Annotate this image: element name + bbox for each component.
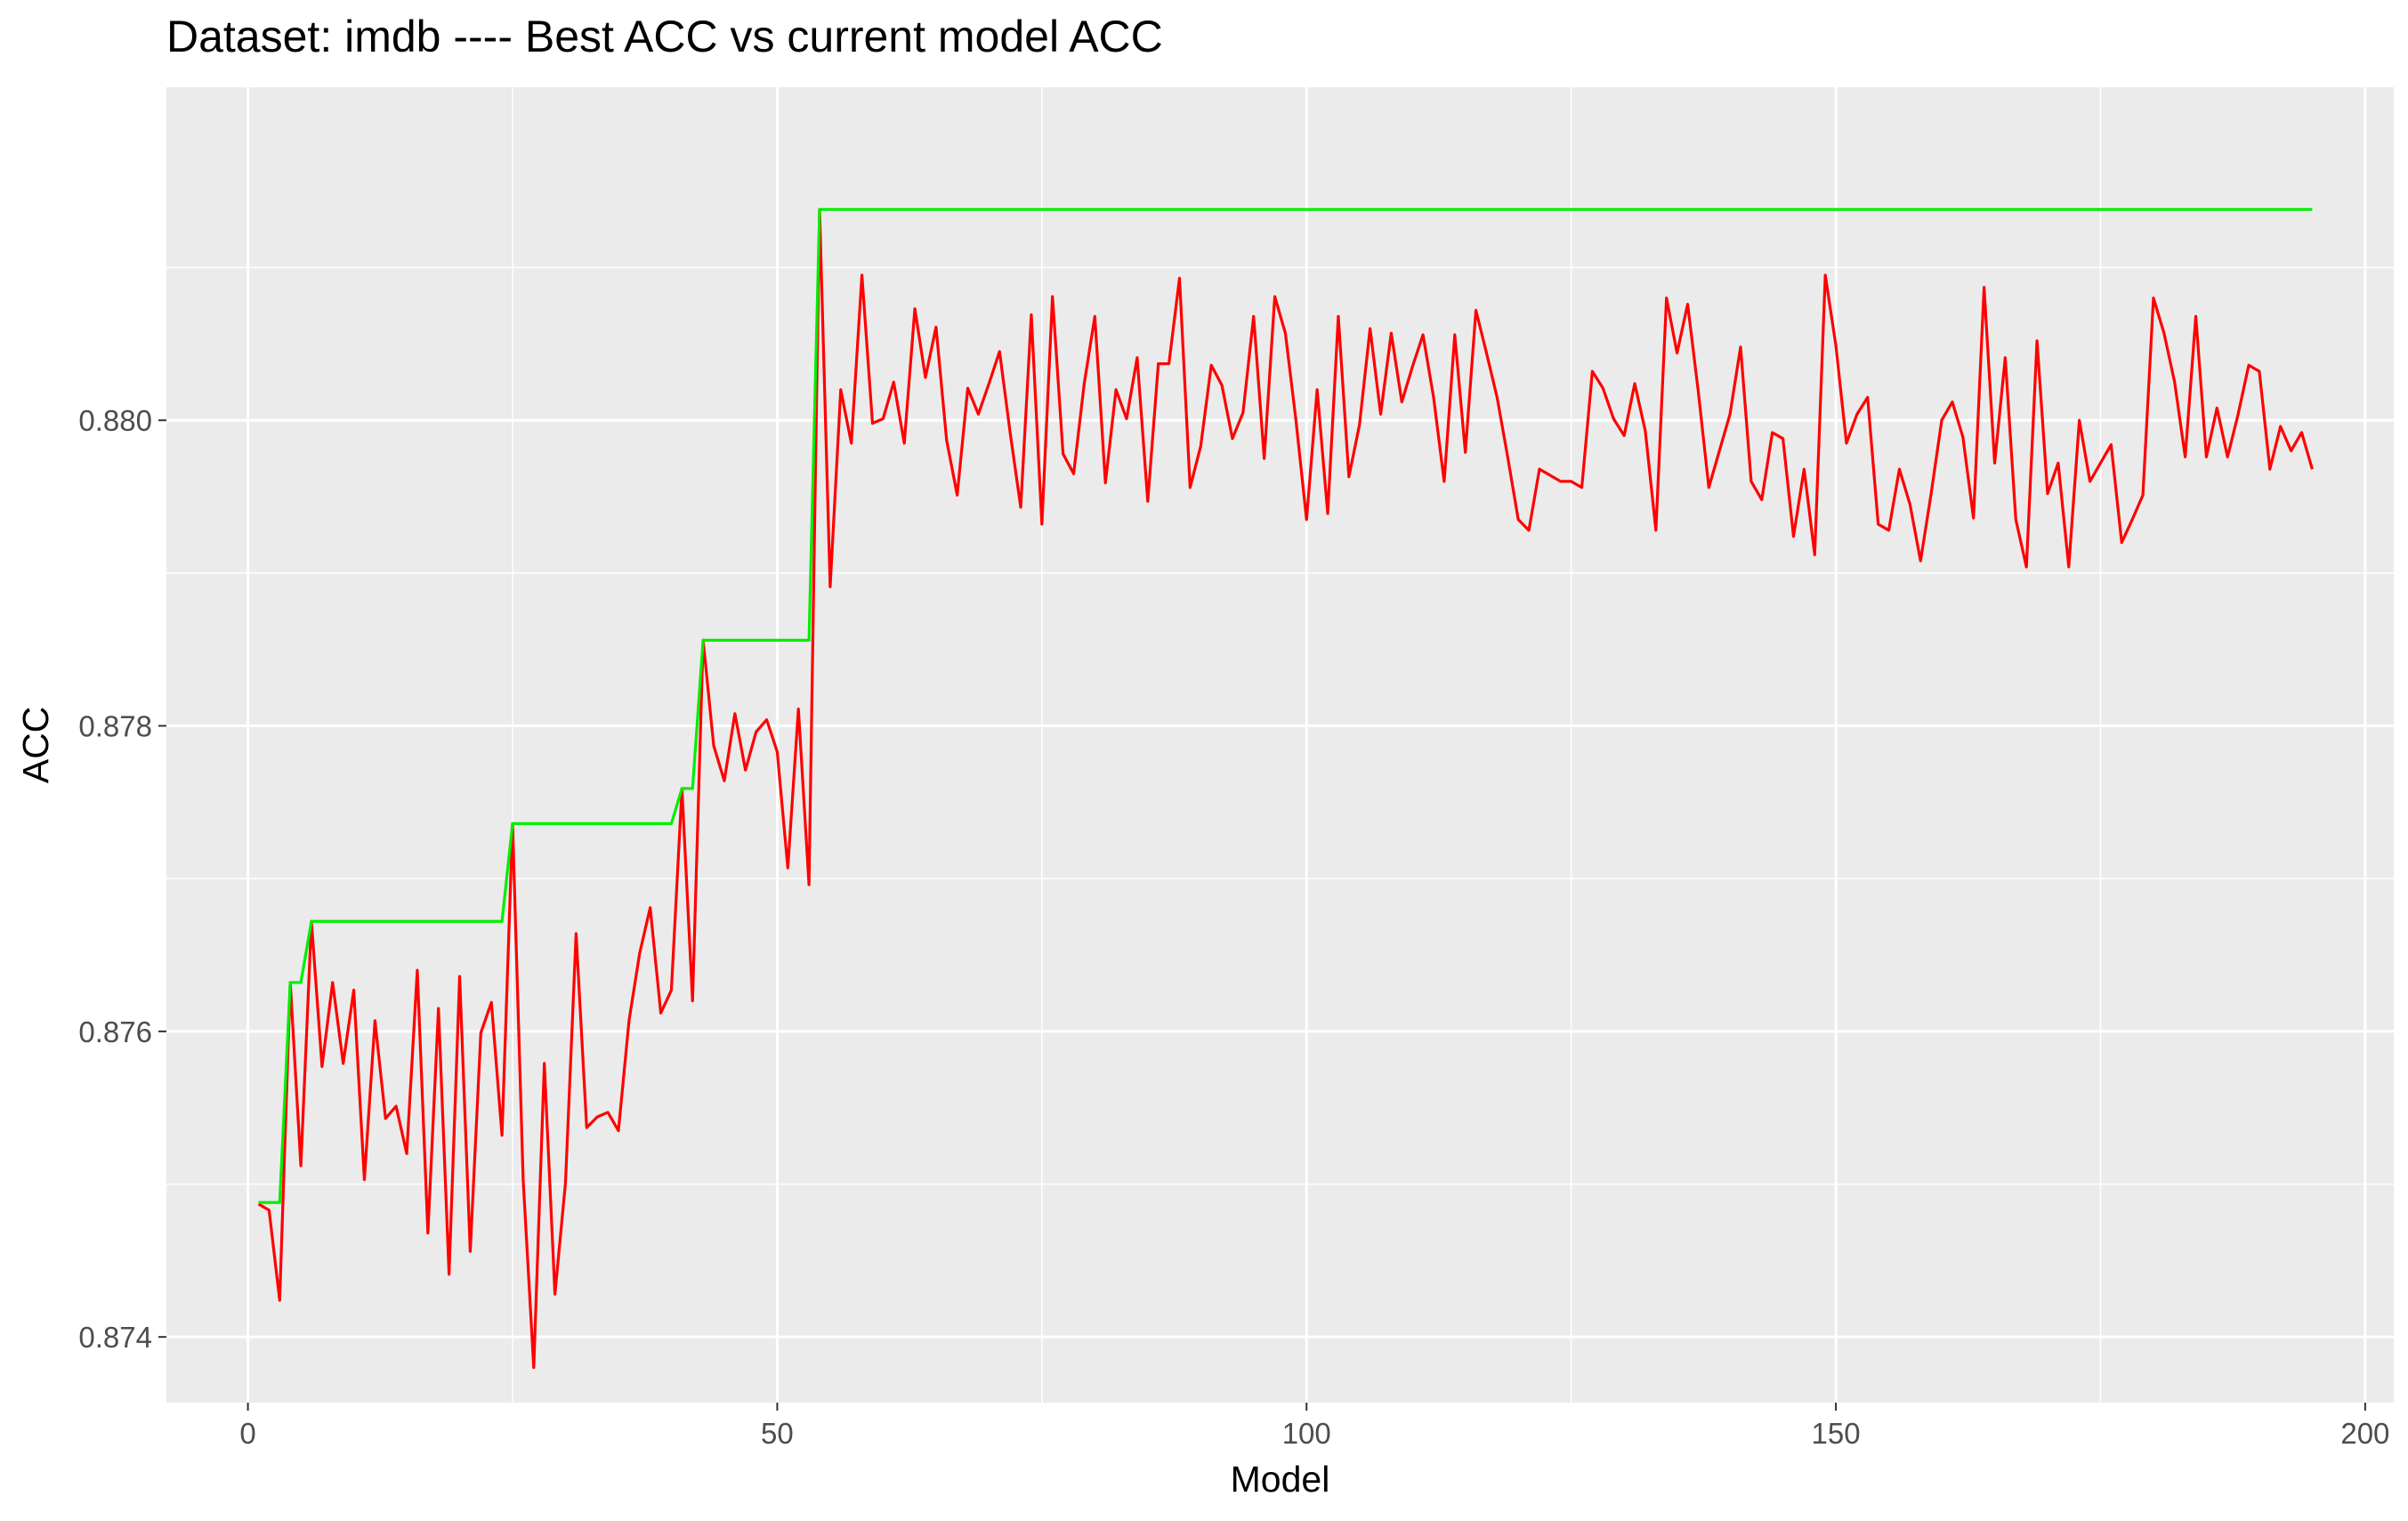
x-axis-title: Model	[1231, 1459, 1330, 1500]
x-axis: 0 50 100 150 200	[239, 1403, 2389, 1450]
y-axis: 0.874 0.876 0.878 0.880	[78, 404, 166, 1354]
x-tick-label: 200	[2340, 1417, 2389, 1450]
chart-title: Dataset: imdb ---- Best ACC vs current m…	[166, 12, 1163, 61]
series-line-2	[258, 207, 2313, 1204]
x-tick-label: 50	[761, 1417, 794, 1450]
x-tick-label: 100	[1282, 1417, 1331, 1450]
y-tick-label: 0.878	[78, 710, 152, 743]
y-axis-title: ACC	[15, 707, 56, 784]
x-tick-label: 150	[1812, 1417, 1861, 1450]
minor-gridlines	[166, 87, 2394, 1403]
plot-panel	[166, 87, 2394, 1403]
major-gridlines	[166, 87, 2394, 1403]
series-line-1	[257, 207, 2314, 1370]
y-tick-label: 0.874	[78, 1321, 152, 1354]
y-tick-label: 0.876	[78, 1015, 152, 1048]
data-series	[257, 207, 2314, 1370]
x-tick-label: 0	[239, 1417, 255, 1450]
y-tick-label: 0.880	[78, 404, 152, 437]
